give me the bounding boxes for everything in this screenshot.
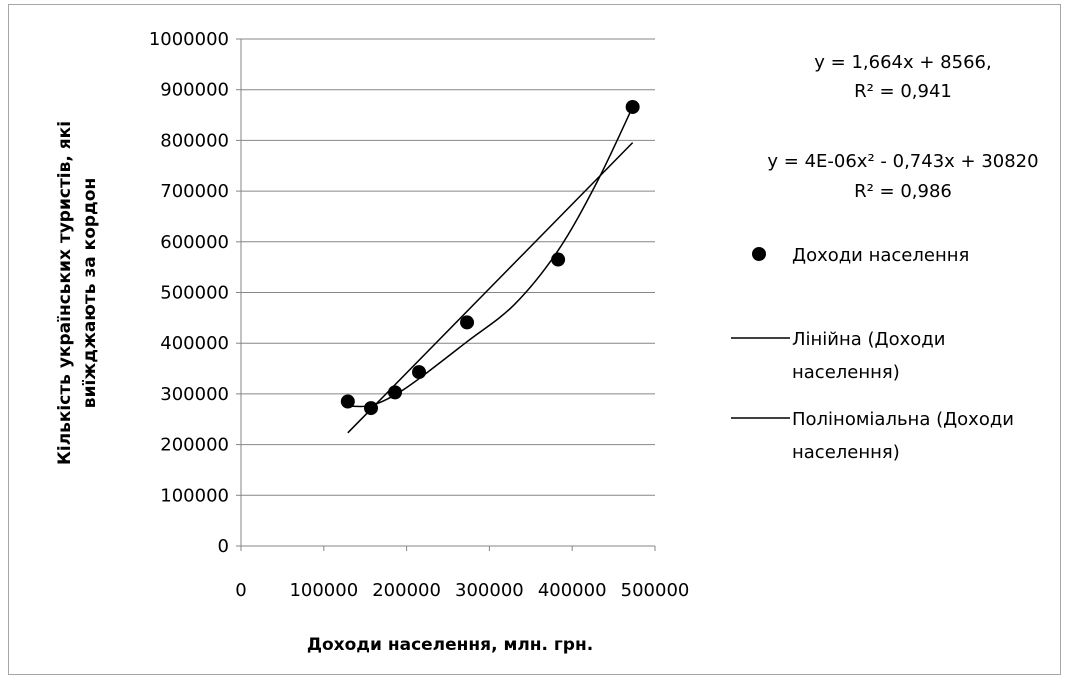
y-tick-label-3: 300000 (160, 384, 229, 405)
data-point-4 (460, 315, 475, 330)
legend-label-linear-line1: Лінійна (Доходи (792, 329, 945, 350)
data-point-5 (551, 252, 566, 267)
linear-r2: R² = 0,941 (854, 81, 952, 102)
trendline-polynomial (347, 106, 634, 408)
y-tick-label-1: 100000 (160, 485, 229, 506)
data-point-2 (388, 385, 403, 400)
legend-label-linear-line2: населення) (792, 362, 900, 383)
y-tick-label-7: 700000 (160, 181, 229, 202)
legend-label-polynomial-line2: населення) (792, 442, 900, 463)
legend-label-polynomial-line1: Поліноміальна (Доходи (792, 409, 1014, 430)
trendlines (347, 106, 634, 434)
y-tick-label-10: 1000000 (149, 29, 229, 50)
y-tick-label-5: 500000 (160, 283, 229, 304)
data-point-3 (412, 365, 427, 380)
polynomial-r2: R² = 0,986 (854, 181, 952, 202)
y-axis-title-line1: Кількість українських туристів, які (55, 121, 75, 465)
y-tick-label-4: 400000 (160, 333, 229, 354)
tick-labels: 0 100000 200000 300000 400000 500000 600000 700… (149, 29, 690, 601)
data-point-1 (363, 401, 378, 416)
data-point-0 (340, 394, 355, 409)
x-tick-label-0: 0 (235, 580, 246, 601)
data-point-6 (625, 99, 640, 114)
y-tick-label-6: 600000 (160, 232, 229, 253)
chart-frame (8, 4, 1061, 675)
x-tick-label-3: 300000 (455, 580, 524, 601)
trendline-linear (347, 142, 634, 434)
y-tick-label-9: 900000 (160, 80, 229, 101)
y-tick-label-2: 200000 (160, 435, 229, 456)
y-tick-label-0: 0 (218, 536, 229, 557)
legend-label-dohody: Доходи населення (792, 245, 969, 266)
data-points (340, 99, 640, 416)
legend: Доходи населення Лінійна (Доходи населен… (731, 245, 1014, 463)
legend-marker-dohody (752, 247, 766, 261)
axes (236, 38, 656, 551)
x-tick-label-4: 400000 (538, 580, 607, 601)
polynomial-equation: y = 4E-06x² - 0,743x + 30820 (767, 151, 1038, 172)
y-tick-label-8: 800000 (160, 130, 229, 151)
y-axis-title-line2: виїжджають за кордон (80, 178, 100, 408)
gridlines (241, 38, 655, 496)
x-tick-label-1: 100000 (289, 580, 358, 601)
linear-equation: y = 1,664x + 8566, (814, 52, 991, 73)
x-tick-label-2: 200000 (372, 580, 441, 601)
x-axis-title: Доходи населення, млн. грн. (307, 635, 593, 655)
x-tick-label-5: 500000 (621, 580, 690, 601)
